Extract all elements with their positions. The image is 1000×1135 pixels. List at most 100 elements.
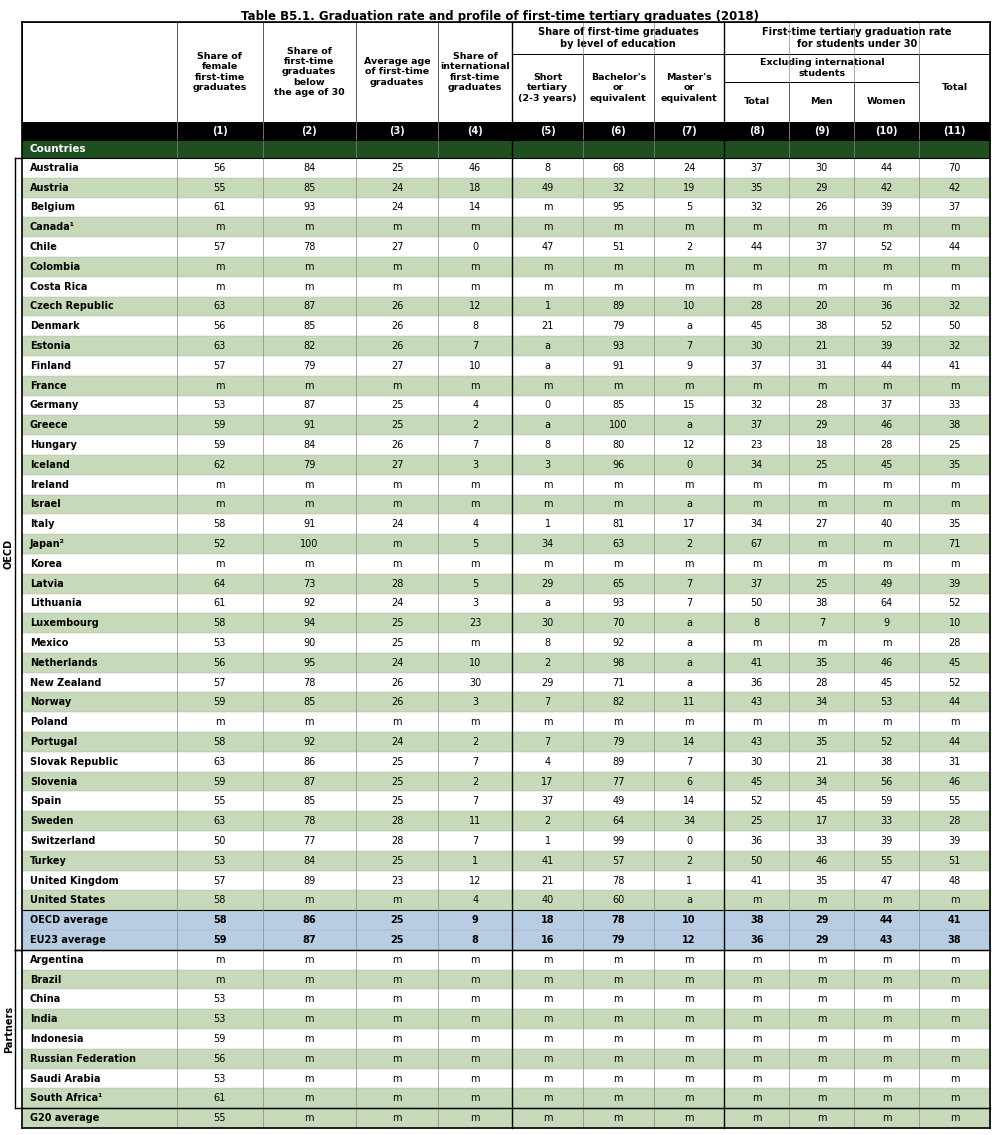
Text: 28: 28 <box>816 401 828 411</box>
Text: m: m <box>305 380 314 390</box>
Text: 8: 8 <box>754 619 760 628</box>
Text: 33: 33 <box>816 836 828 846</box>
Text: 34: 34 <box>683 816 695 826</box>
Text: m: m <box>614 1074 623 1084</box>
Text: 34: 34 <box>751 460 763 470</box>
Text: Ireland: Ireland <box>30 480 69 489</box>
Text: m: m <box>305 222 314 233</box>
Text: 52: 52 <box>751 797 763 806</box>
Text: 7: 7 <box>686 757 692 767</box>
Text: 10: 10 <box>683 302 695 311</box>
Text: m: m <box>470 1074 480 1084</box>
Text: (2): (2) <box>301 126 317 136</box>
Text: 57: 57 <box>214 678 226 688</box>
Bar <box>22 218 990 237</box>
Text: m: m <box>817 281 827 292</box>
Text: m: m <box>882 1113 892 1124</box>
Text: Finland: Finland <box>30 361 71 371</box>
Text: 61: 61 <box>214 202 226 212</box>
Text: 73: 73 <box>303 579 315 589</box>
Text: m: m <box>752 896 762 906</box>
Text: m: m <box>543 558 552 569</box>
Text: m: m <box>215 717 225 728</box>
Text: m: m <box>543 1014 552 1024</box>
Text: m: m <box>614 717 623 728</box>
Text: m: m <box>543 717 552 728</box>
Bar <box>22 653 990 673</box>
Text: 38: 38 <box>948 935 961 945</box>
Text: 32: 32 <box>751 401 763 411</box>
Text: m: m <box>752 558 762 569</box>
Text: 33: 33 <box>881 816 893 826</box>
Bar <box>22 673 990 692</box>
Text: 93: 93 <box>303 202 315 212</box>
Text: 37: 37 <box>541 797 554 806</box>
Bar <box>22 455 990 474</box>
Text: 41: 41 <box>751 875 763 885</box>
Text: a: a <box>686 499 692 510</box>
Text: 30: 30 <box>816 163 828 173</box>
Text: m: m <box>950 1053 959 1063</box>
Text: 25: 25 <box>391 401 403 411</box>
Bar <box>22 969 990 990</box>
Text: a: a <box>686 619 692 628</box>
Text: m: m <box>305 262 314 272</box>
Text: m: m <box>882 262 892 272</box>
Text: Norway: Norway <box>30 697 71 707</box>
Text: India: India <box>30 1014 58 1024</box>
Text: 41: 41 <box>948 915 961 925</box>
Text: 44: 44 <box>880 915 894 925</box>
Text: m: m <box>614 1053 623 1063</box>
Text: m: m <box>614 1113 623 1124</box>
Text: m: m <box>817 955 827 965</box>
Text: 55: 55 <box>214 1113 226 1124</box>
Text: m: m <box>305 1034 314 1044</box>
Text: 63: 63 <box>214 302 226 311</box>
Text: m: m <box>817 1113 827 1124</box>
Text: m: m <box>470 499 480 510</box>
Text: 37: 37 <box>751 163 763 173</box>
Text: 7: 7 <box>819 619 825 628</box>
Text: 28: 28 <box>881 440 893 451</box>
Text: Total: Total <box>942 84 968 92</box>
Text: m: m <box>543 222 552 233</box>
Text: 7: 7 <box>472 797 478 806</box>
Text: 56: 56 <box>214 658 226 667</box>
Bar <box>22 197 990 218</box>
Text: 53: 53 <box>214 1014 226 1024</box>
Text: 77: 77 <box>612 776 625 787</box>
Text: Costa Rica: Costa Rica <box>30 281 87 292</box>
Text: 98: 98 <box>612 658 624 667</box>
Text: m: m <box>882 281 892 292</box>
Text: m: m <box>470 955 480 965</box>
Text: 26: 26 <box>391 302 403 311</box>
Text: 38: 38 <box>816 321 828 331</box>
Text: 44: 44 <box>881 361 893 371</box>
Text: 9: 9 <box>686 361 692 371</box>
Text: 78: 78 <box>612 875 624 885</box>
Text: (8): (8) <box>749 126 765 136</box>
Bar <box>22 871 990 891</box>
Text: 77: 77 <box>303 836 316 846</box>
Bar <box>22 376 990 396</box>
Text: 25: 25 <box>391 856 403 866</box>
Text: 44: 44 <box>949 697 961 707</box>
Text: m: m <box>392 558 402 569</box>
Text: Austria: Austria <box>30 183 70 193</box>
Text: 25: 25 <box>391 776 403 787</box>
Text: (4): (4) <box>467 126 483 136</box>
Text: m: m <box>392 1113 402 1124</box>
Bar <box>356 22 438 121</box>
Text: 2: 2 <box>472 737 478 747</box>
Text: 52: 52 <box>881 737 893 747</box>
Bar <box>22 1049 990 1069</box>
Text: 9: 9 <box>472 915 479 925</box>
Text: 40: 40 <box>881 519 893 529</box>
Text: Colombia: Colombia <box>30 262 81 272</box>
Text: 30: 30 <box>541 619 554 628</box>
Text: 26: 26 <box>391 678 403 688</box>
Text: OECD: OECD <box>4 539 14 569</box>
Bar <box>22 732 990 751</box>
Text: 94: 94 <box>303 619 315 628</box>
Text: 37: 37 <box>751 420 763 430</box>
